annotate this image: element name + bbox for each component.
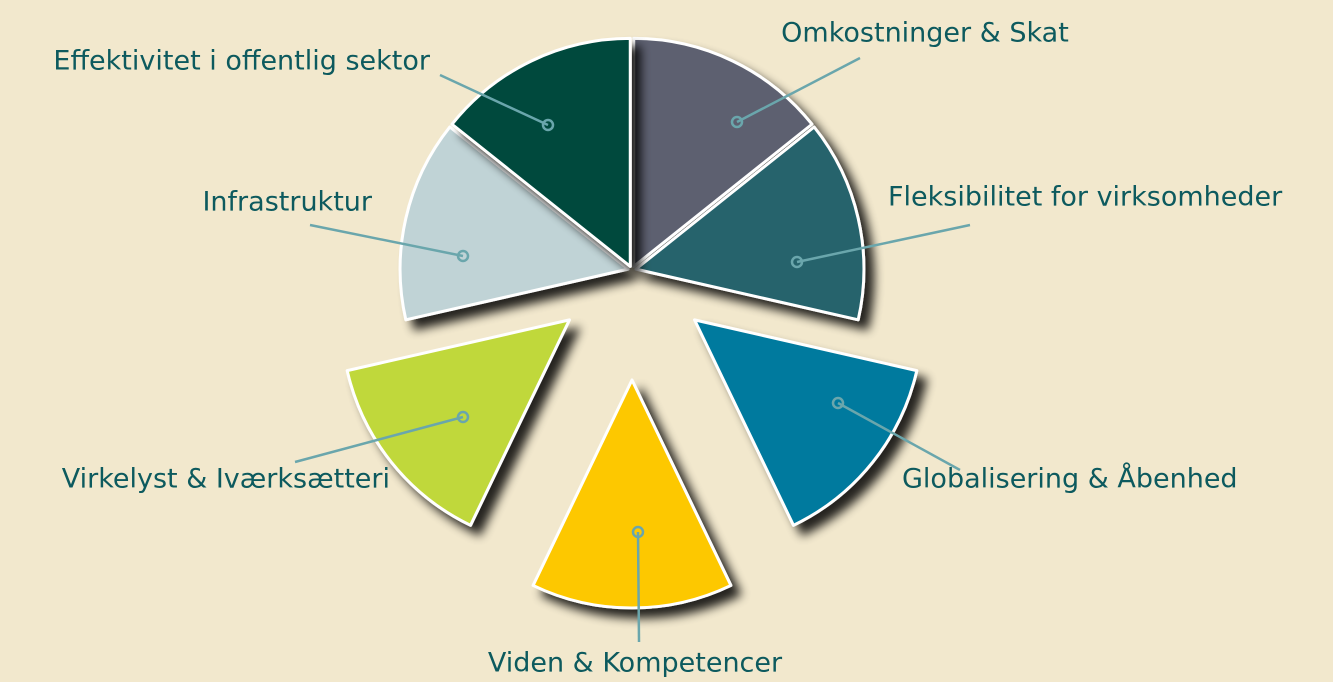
slice-label: Viden & Kompetencer [488, 648, 783, 679]
slice-label: Virkelyst & Iværksætteri [62, 464, 390, 495]
slice-label: Fleksibilitet for virksomheder [888, 182, 1283, 213]
slice [531, 378, 733, 610]
slice [693, 318, 919, 527]
leader-line [439, 73, 549, 127]
leader-dot [456, 410, 470, 424]
leader-line [294, 415, 464, 464]
leader-dot [541, 118, 555, 132]
leader-line [837, 401, 961, 472]
leader-dot [730, 115, 744, 129]
leader-line [736, 56, 861, 124]
leader-dot [631, 525, 645, 539]
slices [345, 36, 919, 610]
labels: Omkostninger & Skat Fleksibilitet for vir… [53, 18, 1283, 679]
slice [634, 125, 866, 322]
slice-label: Infrastruktur [202, 187, 372, 218]
slice [450, 36, 632, 268]
leader-dot [831, 396, 845, 410]
slice-label: Globalisering & Åbenhed [902, 463, 1238, 495]
slice [398, 125, 630, 322]
slice-label: Omkostninger & Skat [781, 18, 1069, 49]
leader-dot [456, 249, 470, 263]
leader-line [796, 223, 971, 264]
slice [632, 36, 814, 268]
leader-line [636, 531, 641, 643]
slice [345, 318, 571, 527]
leader-dot [790, 255, 804, 269]
slice-label: Effektivitet i offentlig sektor [53, 46, 431, 77]
leader-line [309, 223, 464, 258]
